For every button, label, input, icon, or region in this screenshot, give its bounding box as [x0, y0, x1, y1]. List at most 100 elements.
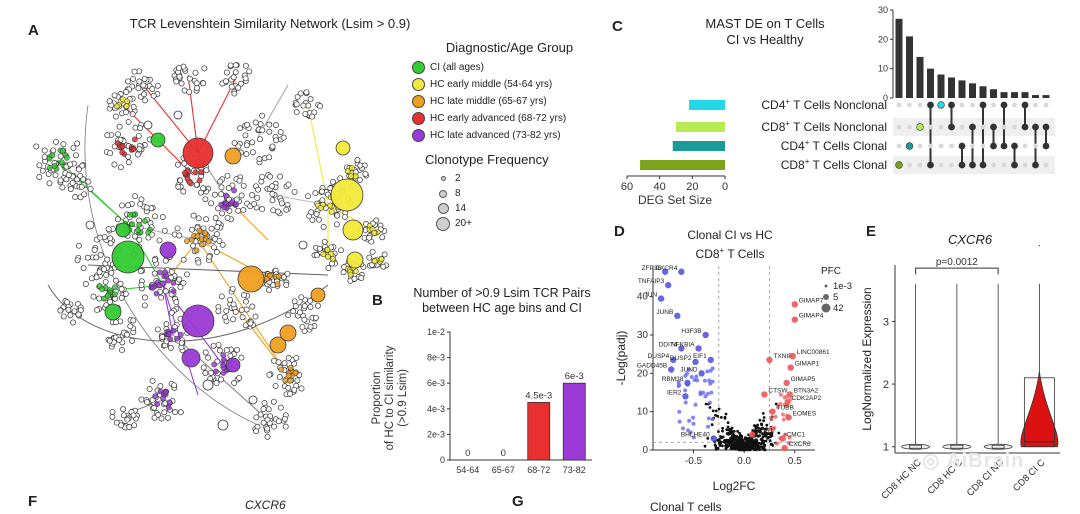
network-node [88, 275, 95, 282]
upset-intersection-bar [1042, 95, 1050, 98]
network-node [213, 380, 220, 387]
upset-intersection-bar [979, 86, 987, 98]
network-node [218, 376, 224, 383]
upset-set-label-sup: + [785, 119, 790, 128]
network-node [134, 151, 141, 158]
network-node [172, 409, 178, 415]
volcano-point-down [695, 378, 700, 383]
panel-b-title-line1: Number of >0.9 Lsim TCR Pairs [413, 286, 591, 300]
network-node-colored [170, 279, 177, 286]
upset-set-size-tick-label: 40 [654, 181, 666, 193]
network-node [113, 277, 119, 284]
network-node [162, 288, 169, 295]
network-node [130, 317, 137, 324]
network-node-colored [153, 290, 160, 297]
network-node [283, 282, 290, 288]
violin-box [950, 444, 964, 449]
volcano-labeled-point [769, 408, 776, 415]
group-legend-dot [412, 129, 425, 142]
panel-d-title: Clonal CI vs HC CD8+ T Cells [660, 228, 800, 262]
network-node [101, 266, 108, 273]
network-node-colored [211, 361, 218, 368]
group-legend-label: HC early middle (54-64 yrs) [430, 79, 553, 90]
network-node-colored [274, 281, 281, 288]
upset-matrix-dot [1012, 102, 1017, 108]
upset-matrix-dot [958, 161, 966, 169]
network-node [314, 302, 321, 309]
network-node [325, 265, 332, 271]
volcano-point [748, 442, 751, 446]
network-node [176, 73, 183, 80]
volcano-labeled-point [684, 379, 691, 387]
network-node [282, 423, 289, 430]
volcano-point [729, 436, 732, 440]
network-node [259, 206, 266, 213]
network-node [111, 92, 118, 99]
upset-y-tick-label: 10 [878, 64, 888, 74]
upset-set-label-main: CD8 [781, 158, 805, 172]
volcano-point [703, 444, 707, 448]
volcano-labeled-point [692, 358, 699, 366]
volcano-point [756, 434, 760, 438]
volcano-point [755, 425, 759, 429]
network-node [180, 188, 187, 195]
network-node-colored [124, 98, 130, 105]
volcano-gene-label: CTSW [768, 387, 788, 394]
volcano-point [760, 426, 764, 430]
volcano-point [762, 419, 765, 422]
volcano-point-down [698, 392, 703, 397]
volcano-point-down [689, 375, 694, 379]
network-node [71, 308, 78, 315]
panel-e-letter: E [866, 223, 877, 240]
upset-set-label-main: CD8 [761, 120, 785, 134]
watermark-text: AiBrain [946, 450, 1025, 472]
volcano-gene-label: GIMAP7 [799, 297, 824, 304]
network-node [249, 192, 256, 199]
volcano-labeled-point [791, 301, 798, 308]
network-node [259, 112, 266, 119]
network-node [278, 200, 285, 207]
volcano-point [751, 429, 755, 432]
network-node [158, 415, 165, 422]
network-node-colored [174, 335, 180, 342]
network-node [91, 247, 98, 253]
network-node [218, 191, 225, 198]
pfc-legend-dot [821, 303, 831, 313]
network-node [144, 399, 150, 406]
network-node [249, 303, 256, 310]
frequency-dot [437, 203, 449, 214]
panel-b-bar [562, 382, 586, 461]
upset-intersection-bar [916, 56, 924, 98]
volcano-point [762, 446, 766, 450]
volcano-point-down [693, 402, 698, 407]
volcano-labeled-point [789, 352, 796, 360]
volcano-point [725, 428, 729, 431]
network-node [276, 374, 283, 381]
network-node [137, 268, 144, 274]
network-node [307, 304, 314, 310]
network-node [227, 296, 234, 303]
network-node [243, 142, 250, 149]
volcano-gene-label: GADD45B [637, 363, 667, 370]
group-legend-dot [412, 112, 425, 125]
network-node [307, 323, 314, 330]
network-node [238, 192, 245, 199]
network-node [303, 89, 310, 96]
network-node [216, 347, 223, 354]
network-node [215, 341, 222, 348]
network-node [50, 147, 57, 154]
network-node [174, 161, 181, 168]
network-node-colored [166, 399, 173, 406]
network-node [315, 216, 322, 223]
volcano-point [717, 430, 720, 433]
volcano-labeled-point [657, 295, 665, 302]
network-node [81, 191, 88, 198]
network-node [269, 183, 276, 190]
upset-set-size-bar [672, 141, 725, 151]
network-node [208, 225, 215, 232]
upset-matrix-dot [959, 124, 965, 130]
panel-b-x-tick-label: 73-82 [563, 465, 586, 475]
network-node-colored [154, 401, 161, 408]
upset-intersection-bar [969, 83, 976, 98]
upset-matrix-dot [1043, 102, 1049, 108]
